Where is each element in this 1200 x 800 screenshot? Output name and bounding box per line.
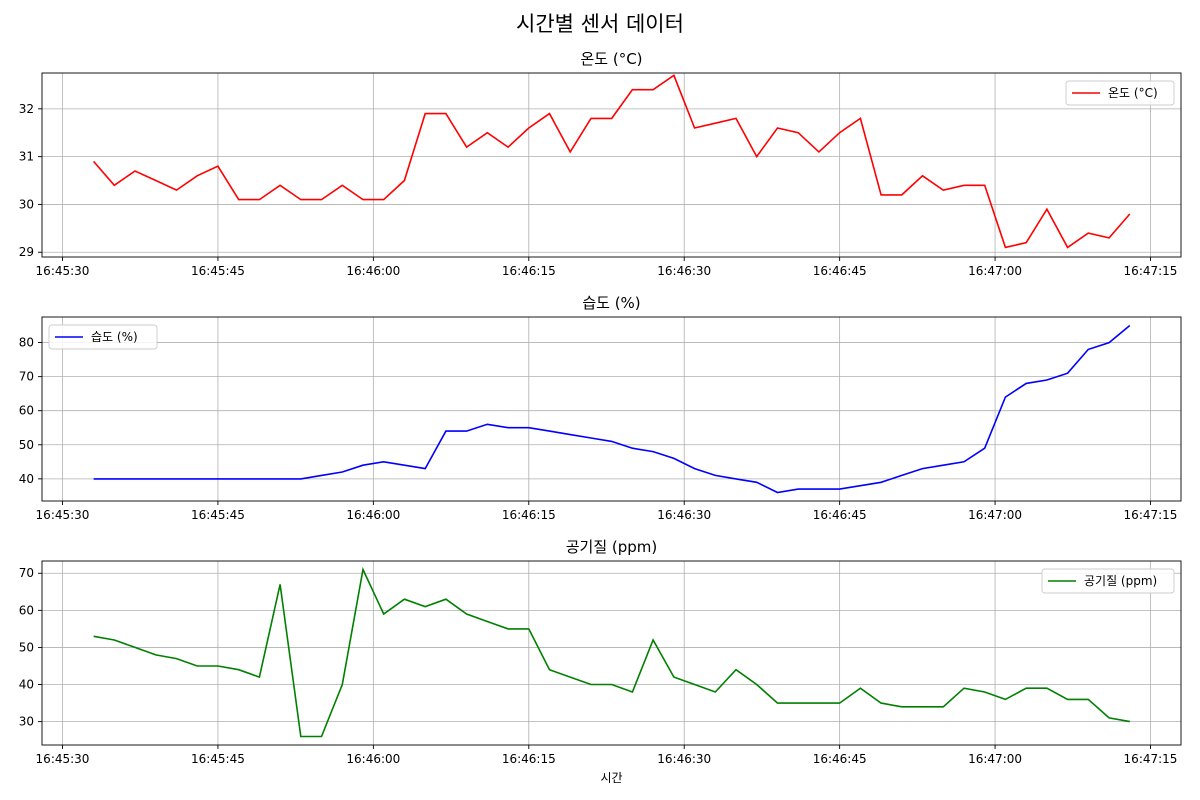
x-tick-label: 16:46:00 <box>346 752 400 766</box>
x-tick-label: 16:47:15 <box>1124 752 1178 766</box>
x-tick-label: 16:46:30 <box>657 264 711 278</box>
x-tick-label: 16:47:15 <box>1124 264 1178 278</box>
x-tick-label: 16:45:30 <box>36 508 90 522</box>
y-tick-label: 60 <box>19 603 34 617</box>
y-tick-label: 31 <box>19 150 34 164</box>
legend-box <box>48 324 158 350</box>
chart-panel-3: 16:45:30 16:45:45 16:46:00 16:46:15 16:46:30… <box>19 538 1182 785</box>
legend-box <box>1065 80 1175 106</box>
x-tick-label: 16:46:30 <box>657 508 711 522</box>
figure-title: 시간별 센서 데이터 <box>516 12 684 36</box>
x-tick-label: 16:47:00 <box>968 508 1022 522</box>
x-axis-label: 시간 <box>600 771 622 785</box>
x-tick-label: 16:46:15 <box>502 264 556 278</box>
x-tick-label: 16:45:30 <box>36 264 90 278</box>
x-tick-label: 16:45:45 <box>191 752 245 766</box>
y-tick-label: 70 <box>19 370 34 384</box>
x-tick-label: 16:46:45 <box>813 508 867 522</box>
y-tick-label: 60 <box>19 404 34 418</box>
subplot-title: 습도 (%) <box>582 294 640 312</box>
y-tick-label: 30 <box>19 197 34 211</box>
x-tick-label: 16:46:30 <box>657 752 711 766</box>
y-tick-label: 40 <box>19 472 34 486</box>
subplot-title: 온도 (°C) <box>580 50 642 68</box>
x-tick-label: 16:46:00 <box>346 264 400 278</box>
y-tick-label: 50 <box>19 640 34 654</box>
axes-frame <box>41 316 1182 502</box>
y-tick-label: 30 <box>19 715 34 729</box>
x-tick-label: 16:45:45 <box>191 508 245 522</box>
x-tick-label: 16:45:30 <box>36 752 90 766</box>
series-line <box>92 74 1131 249</box>
y-tick-label: 80 <box>19 336 34 350</box>
x-tick-label: 16:46:00 <box>346 508 400 522</box>
x-tick-label: 16:46:45 <box>813 264 867 278</box>
axes-frame <box>41 72 1182 258</box>
x-tick-label: 16:45:45 <box>191 264 245 278</box>
legend: 공기질 (ppm) <box>1041 568 1175 594</box>
chart-panel-1: 16:45:30 16:45:45 16:46:00 16:46:15 16:46:30… <box>19 50 1182 278</box>
y-tick-label: 50 <box>19 438 34 452</box>
legend-label: 습도 (%) <box>91 330 138 344</box>
legend-box <box>1041 568 1175 594</box>
y-tick-label: 32 <box>19 102 34 116</box>
series-line <box>93 566 1130 738</box>
legend: 습도 (%) <box>48 324 158 350</box>
x-tick-label: 16:46:45 <box>813 752 867 766</box>
legend-label: 온도 (°C) <box>1108 86 1158 100</box>
legend-label: 공기질 (ppm) <box>1084 574 1157 588</box>
legend: 온도 (°C) <box>1065 80 1175 106</box>
x-tick-label: 16:47:00 <box>968 264 1022 278</box>
x-tick-label: 16:46:15 <box>502 508 556 522</box>
axes-frame <box>41 560 1182 746</box>
y-tick-label: 29 <box>19 245 34 259</box>
y-tick-label: 40 <box>19 678 34 692</box>
series-line <box>93 324 1131 494</box>
y-tick-label: 70 <box>19 566 34 580</box>
chart-panel-2: 16:45:30 16:45:45 16:46:00 16:46:15 16:46:30… <box>19 294 1182 522</box>
x-tick-label: 16:46:15 <box>502 752 556 766</box>
x-tick-label: 16:47:15 <box>1124 508 1178 522</box>
x-tick-label: 16:47:00 <box>968 752 1022 766</box>
subplot-title: 공기질 (ppm) <box>566 538 658 556</box>
